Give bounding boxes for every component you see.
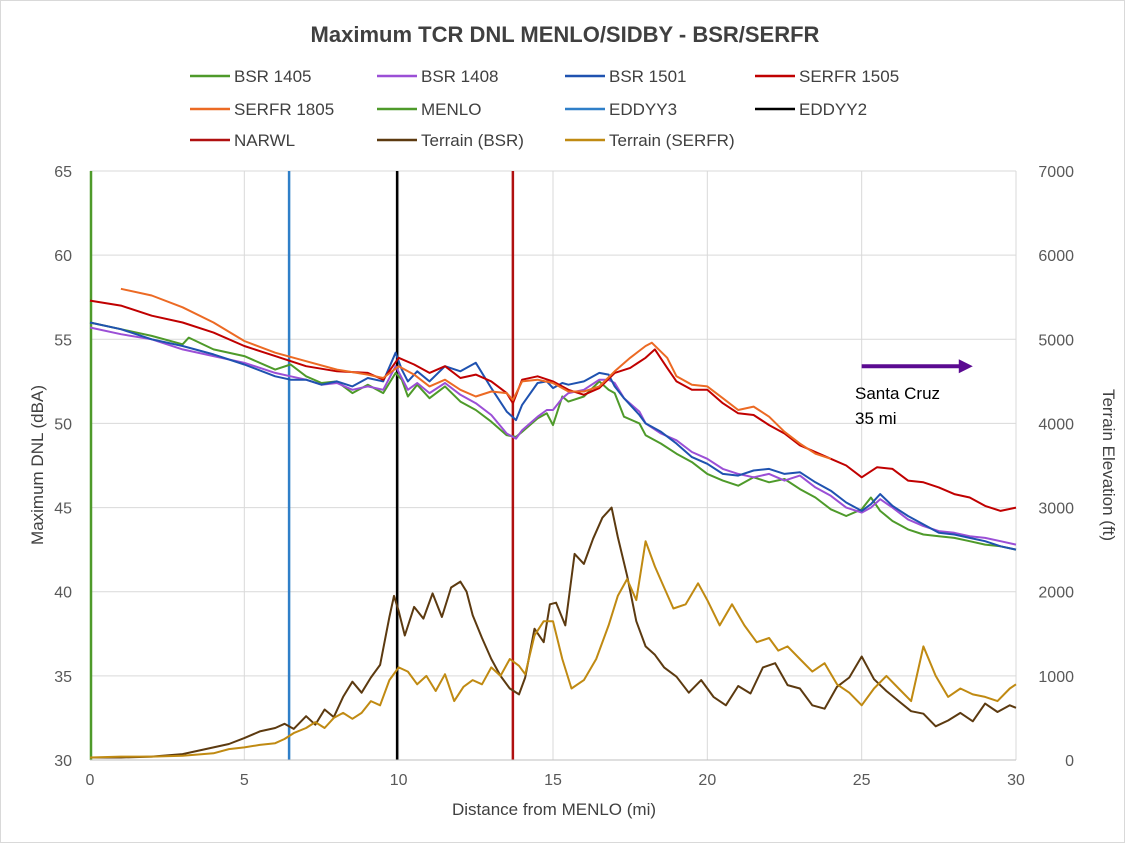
y2-tick-label: 5000	[1038, 332, 1074, 349]
series-line-terrain-bsr	[90, 506, 1017, 759]
x-tick-label: 25	[853, 772, 871, 789]
y2-tick-label: 4000	[1038, 416, 1074, 433]
legend-label-bsr-1405: BSR 1405	[234, 67, 312, 86]
legend-label-bsr-1501: BSR 1501	[609, 67, 687, 86]
annotation-arrowhead	[958, 359, 973, 374]
chart-title: Maximum TCR DNL MENLO/SIDBY - BSR/SERFR	[311, 22, 820, 47]
y-tick-label: 60	[54, 248, 72, 265]
y2-tick-label: 2000	[1038, 585, 1074, 602]
series-line-bsr-1408	[89, 326, 1017, 546]
axes: 0 5 10 15 20 25 30 30 35 40 45 50 55 60 65 0 1000 2000 300…	[54, 164, 1074, 789]
y2-tick-label: 1000	[1038, 669, 1074, 686]
series-lines	[89, 287, 1017, 759]
series-line-serfr-1505	[89, 299, 1017, 512]
y2-tick-label: 7000	[1038, 164, 1074, 181]
y2-tick-label: 6000	[1038, 248, 1074, 265]
legend: BSR 1405 BSR 1408 BSR 1501 SERFR 1505 SERFR …	[190, 67, 899, 150]
y2-tick-label: 0	[1065, 753, 1074, 770]
x-axis-label: Distance from MENLO (mi)	[452, 800, 656, 819]
legend-label-serfr-1505: SERFR 1505	[799, 67, 899, 86]
legend-label-menlo: MENLO	[421, 100, 481, 119]
y-tick-label: 65	[54, 164, 72, 181]
legend-label-eddyy3: EDDYY3	[609, 100, 677, 119]
x-tick-label: 15	[544, 772, 562, 789]
y-tick-label: 50	[54, 416, 72, 433]
y2-tick-label: 3000	[1038, 501, 1074, 518]
y-axis-label: Maximum DNL (dBA)	[28, 385, 47, 545]
x-tick-label: 30	[1007, 772, 1025, 789]
y-tick-label: 40	[54, 585, 72, 602]
annotation: Santa Cruz 35 mi	[855, 359, 973, 428]
series-line-bsr-1501	[89, 321, 1017, 551]
annotation-line-1: Santa Cruz	[855, 384, 940, 403]
series-line-terrain-serfr	[89, 540, 1017, 759]
x-tick-label: 5	[240, 772, 249, 789]
legend-label-bsr-1408: BSR 1408	[421, 67, 499, 86]
legend-label-eddyy2: EDDYY2	[799, 100, 867, 119]
y2-axis-label: Terrain Elevation (ft)	[1099, 389, 1118, 541]
legend-label-narwl: NARWL	[234, 131, 295, 150]
x-tick-label: 20	[698, 772, 716, 789]
legend-label-serfr-1805: SERFR 1805	[234, 100, 334, 119]
series-line-serfr-1805	[120, 287, 832, 460]
x-tick-label: 10	[390, 772, 408, 789]
legend-label-terrain-serfr: Terrain (SERFR)	[609, 131, 735, 150]
legend-label-terrain-bsr: Terrain (BSR)	[421, 131, 524, 150]
y-tick-label: 55	[54, 332, 72, 349]
y-tick-label: 30	[54, 753, 72, 770]
gridlines	[90, 170, 1017, 760]
y-tick-label: 35	[54, 669, 72, 686]
y-tick-label: 45	[54, 501, 72, 518]
annotation-line-2: 35 mi	[855, 409, 897, 428]
x-tick-label: 0	[86, 772, 95, 789]
